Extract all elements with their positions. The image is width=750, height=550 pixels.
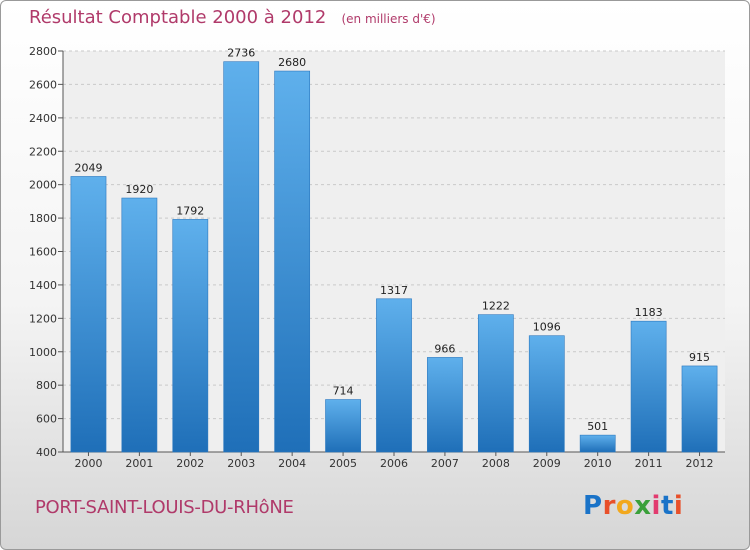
y-tick-label: 1400	[29, 279, 57, 292]
y-tick-label: 1200	[29, 312, 57, 325]
value-label: 1222	[482, 300, 510, 313]
y-tick-label: 2600	[29, 78, 57, 91]
x-tick-label: 2010	[584, 457, 612, 470]
y-tick-label: 800	[36, 379, 57, 392]
y-tick-label: 2800	[29, 45, 57, 58]
chart-title: Résultat Comptable 2000 à 2012	[29, 7, 327, 28]
bar-2003	[223, 61, 260, 453]
y-tick-label: 2200	[29, 145, 57, 158]
value-label: 966	[434, 342, 455, 355]
x-tick-label: 2011	[635, 457, 663, 470]
bar-2009	[528, 335, 565, 453]
bar-2007	[427, 357, 463, 453]
y-tick-label: 2000	[29, 179, 57, 192]
y-tick-label: 600	[36, 413, 57, 426]
x-tick-label: 2008	[482, 457, 510, 470]
x-tick-label: 2012	[686, 457, 714, 470]
x-tick-label: 2000	[74, 457, 102, 470]
bar-2002	[172, 219, 209, 453]
x-tick-label: 2009	[533, 457, 561, 470]
x-tick-label: 2006	[380, 457, 408, 470]
bar-2010	[579, 434, 616, 453]
x-tick-label: 2005	[329, 457, 357, 470]
y-tick-label: 1600	[29, 246, 57, 259]
bar-2006	[376, 298, 412, 453]
y-tick-label: 400	[36, 446, 57, 459]
value-label: 2680	[278, 56, 306, 69]
x-tick-label: 2003	[227, 457, 255, 470]
value-label: 1183	[635, 306, 663, 319]
proxiti-logo[interactable]: Proxiti	[583, 491, 684, 521]
city-name: PORT-SAINT-LOUIS-DU-RHôNE	[35, 497, 294, 518]
y-tick-label: 1000	[29, 346, 57, 359]
x-tick-label: 2004	[278, 457, 306, 470]
value-label: 1920	[125, 183, 153, 196]
bar-2004	[274, 70, 311, 453]
x-tick-label: 2007	[431, 457, 459, 470]
y-tick-label: 2400	[29, 112, 57, 125]
bar-2000	[70, 176, 107, 453]
x-tick-label: 2001	[125, 457, 153, 470]
title-row: Résultat Comptable 2000 à 2012 (en milli…	[29, 7, 436, 28]
value-label: 1096	[533, 321, 561, 334]
value-label: 2049	[74, 161, 102, 174]
value-label: 501	[587, 420, 608, 433]
bar-2012	[681, 365, 718, 453]
bar-2008	[477, 314, 514, 453]
value-label: 1317	[380, 284, 408, 297]
bar-2011	[630, 320, 667, 453]
value-label: 2736	[227, 47, 255, 60]
chart-subtitle: (en milliers d'€)	[341, 12, 436, 26]
value-label: 714	[333, 385, 354, 398]
value-label: 915	[689, 351, 710, 364]
bar-2005	[325, 399, 361, 453]
y-tick-label: 1800	[29, 212, 57, 225]
bar-2001	[121, 197, 158, 453]
x-tick-label: 2002	[176, 457, 204, 470]
value-label: 1792	[176, 204, 204, 217]
labels: 2049 2000 1920 2001 1792 2002 2736 2003 2680 2004…	[74, 47, 713, 470]
bars	[70, 61, 718, 453]
